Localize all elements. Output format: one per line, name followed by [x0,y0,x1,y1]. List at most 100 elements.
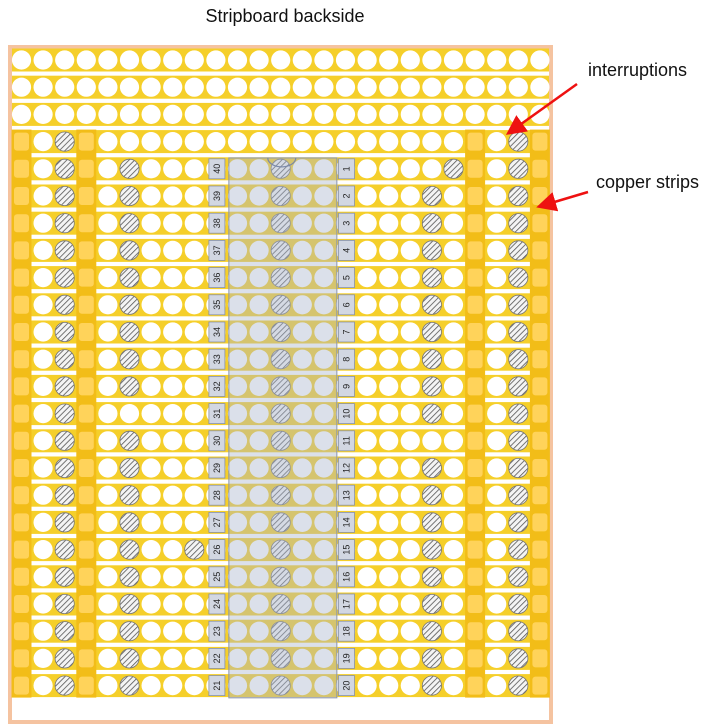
hole [119,77,140,97]
pin-label: 40 [212,164,222,174]
hole [379,213,399,233]
hole [400,295,420,315]
interruption [119,185,140,206]
bus-pad [14,595,29,613]
bus-pad [14,622,29,641]
hole [98,567,118,587]
bus-pad [467,486,483,505]
bus-pad [532,268,548,287]
hole [335,104,356,124]
hole [184,349,204,369]
hole [33,268,53,288]
diagram-title: Stripboard backside [205,6,365,26]
bus-pad [467,622,483,641]
interruption [508,267,529,288]
pin-label: 39 [212,191,222,201]
hole [357,376,377,396]
interruption [54,267,75,288]
hole [163,159,183,179]
interruption [421,294,442,315]
hole [357,104,377,124]
hole [184,567,204,587]
pin-label: 23 [212,626,222,636]
hole [141,268,161,288]
hole [249,540,269,560]
hole [379,648,399,669]
chip-notch [267,157,297,168]
pin-label-box [338,212,355,234]
hole [249,240,269,260]
hole [487,540,507,560]
hole [206,104,226,124]
hole [227,540,248,560]
hole [357,676,377,696]
hole [379,594,399,614]
interruption [508,566,529,587]
pin-label: 33 [212,354,222,364]
hole [184,594,204,614]
board-border [8,45,553,724]
hole [163,512,183,533]
hole [292,77,312,97]
hole [400,132,420,152]
hole [163,540,183,560]
interruption [54,376,75,397]
interruption [508,403,529,424]
interruption [421,621,442,642]
pin-label-box [338,539,355,560]
pin-label: 9 [342,384,352,389]
hole [141,404,161,424]
bus-pad [14,187,29,205]
pin-label: 32 [212,381,222,391]
hole [465,77,485,97]
bus-pad [467,268,483,287]
hole [55,77,75,97]
hole [227,621,248,641]
bus-pad [532,187,548,205]
hole [163,77,183,97]
hole [141,159,161,179]
hole [292,621,312,641]
hole [163,240,183,260]
hole [314,213,334,233]
hole [422,77,442,97]
hole [11,104,32,124]
hole [530,77,550,97]
hole [379,240,399,260]
interruption [270,349,291,370]
hole [33,213,53,233]
interruption [421,566,442,587]
hole [335,77,356,97]
hole [163,404,183,424]
bus-pad [78,649,94,668]
bus-pad [14,540,29,559]
pin-label-box [208,620,226,642]
hole [163,594,183,614]
hole [249,567,269,587]
hole [400,594,420,614]
hole [206,132,226,152]
hole [487,159,507,179]
hole [443,50,464,70]
pin-label-box [208,648,226,669]
hole [314,648,334,669]
hole [379,77,399,97]
interruption [508,512,529,533]
pin-label: 35 [212,300,222,310]
hole [400,404,420,424]
hole [33,512,53,533]
hole [335,50,356,70]
pin-label-box [208,239,226,261]
hole [465,104,485,124]
hole [249,349,269,369]
hole [379,104,399,124]
interruption [119,566,140,587]
hole [227,376,248,396]
interruption [508,131,529,152]
hole [184,621,204,641]
hole [33,349,53,369]
hole [487,77,507,97]
pin-label: 2 [342,193,352,198]
hole [314,77,334,97]
hole [227,132,248,152]
